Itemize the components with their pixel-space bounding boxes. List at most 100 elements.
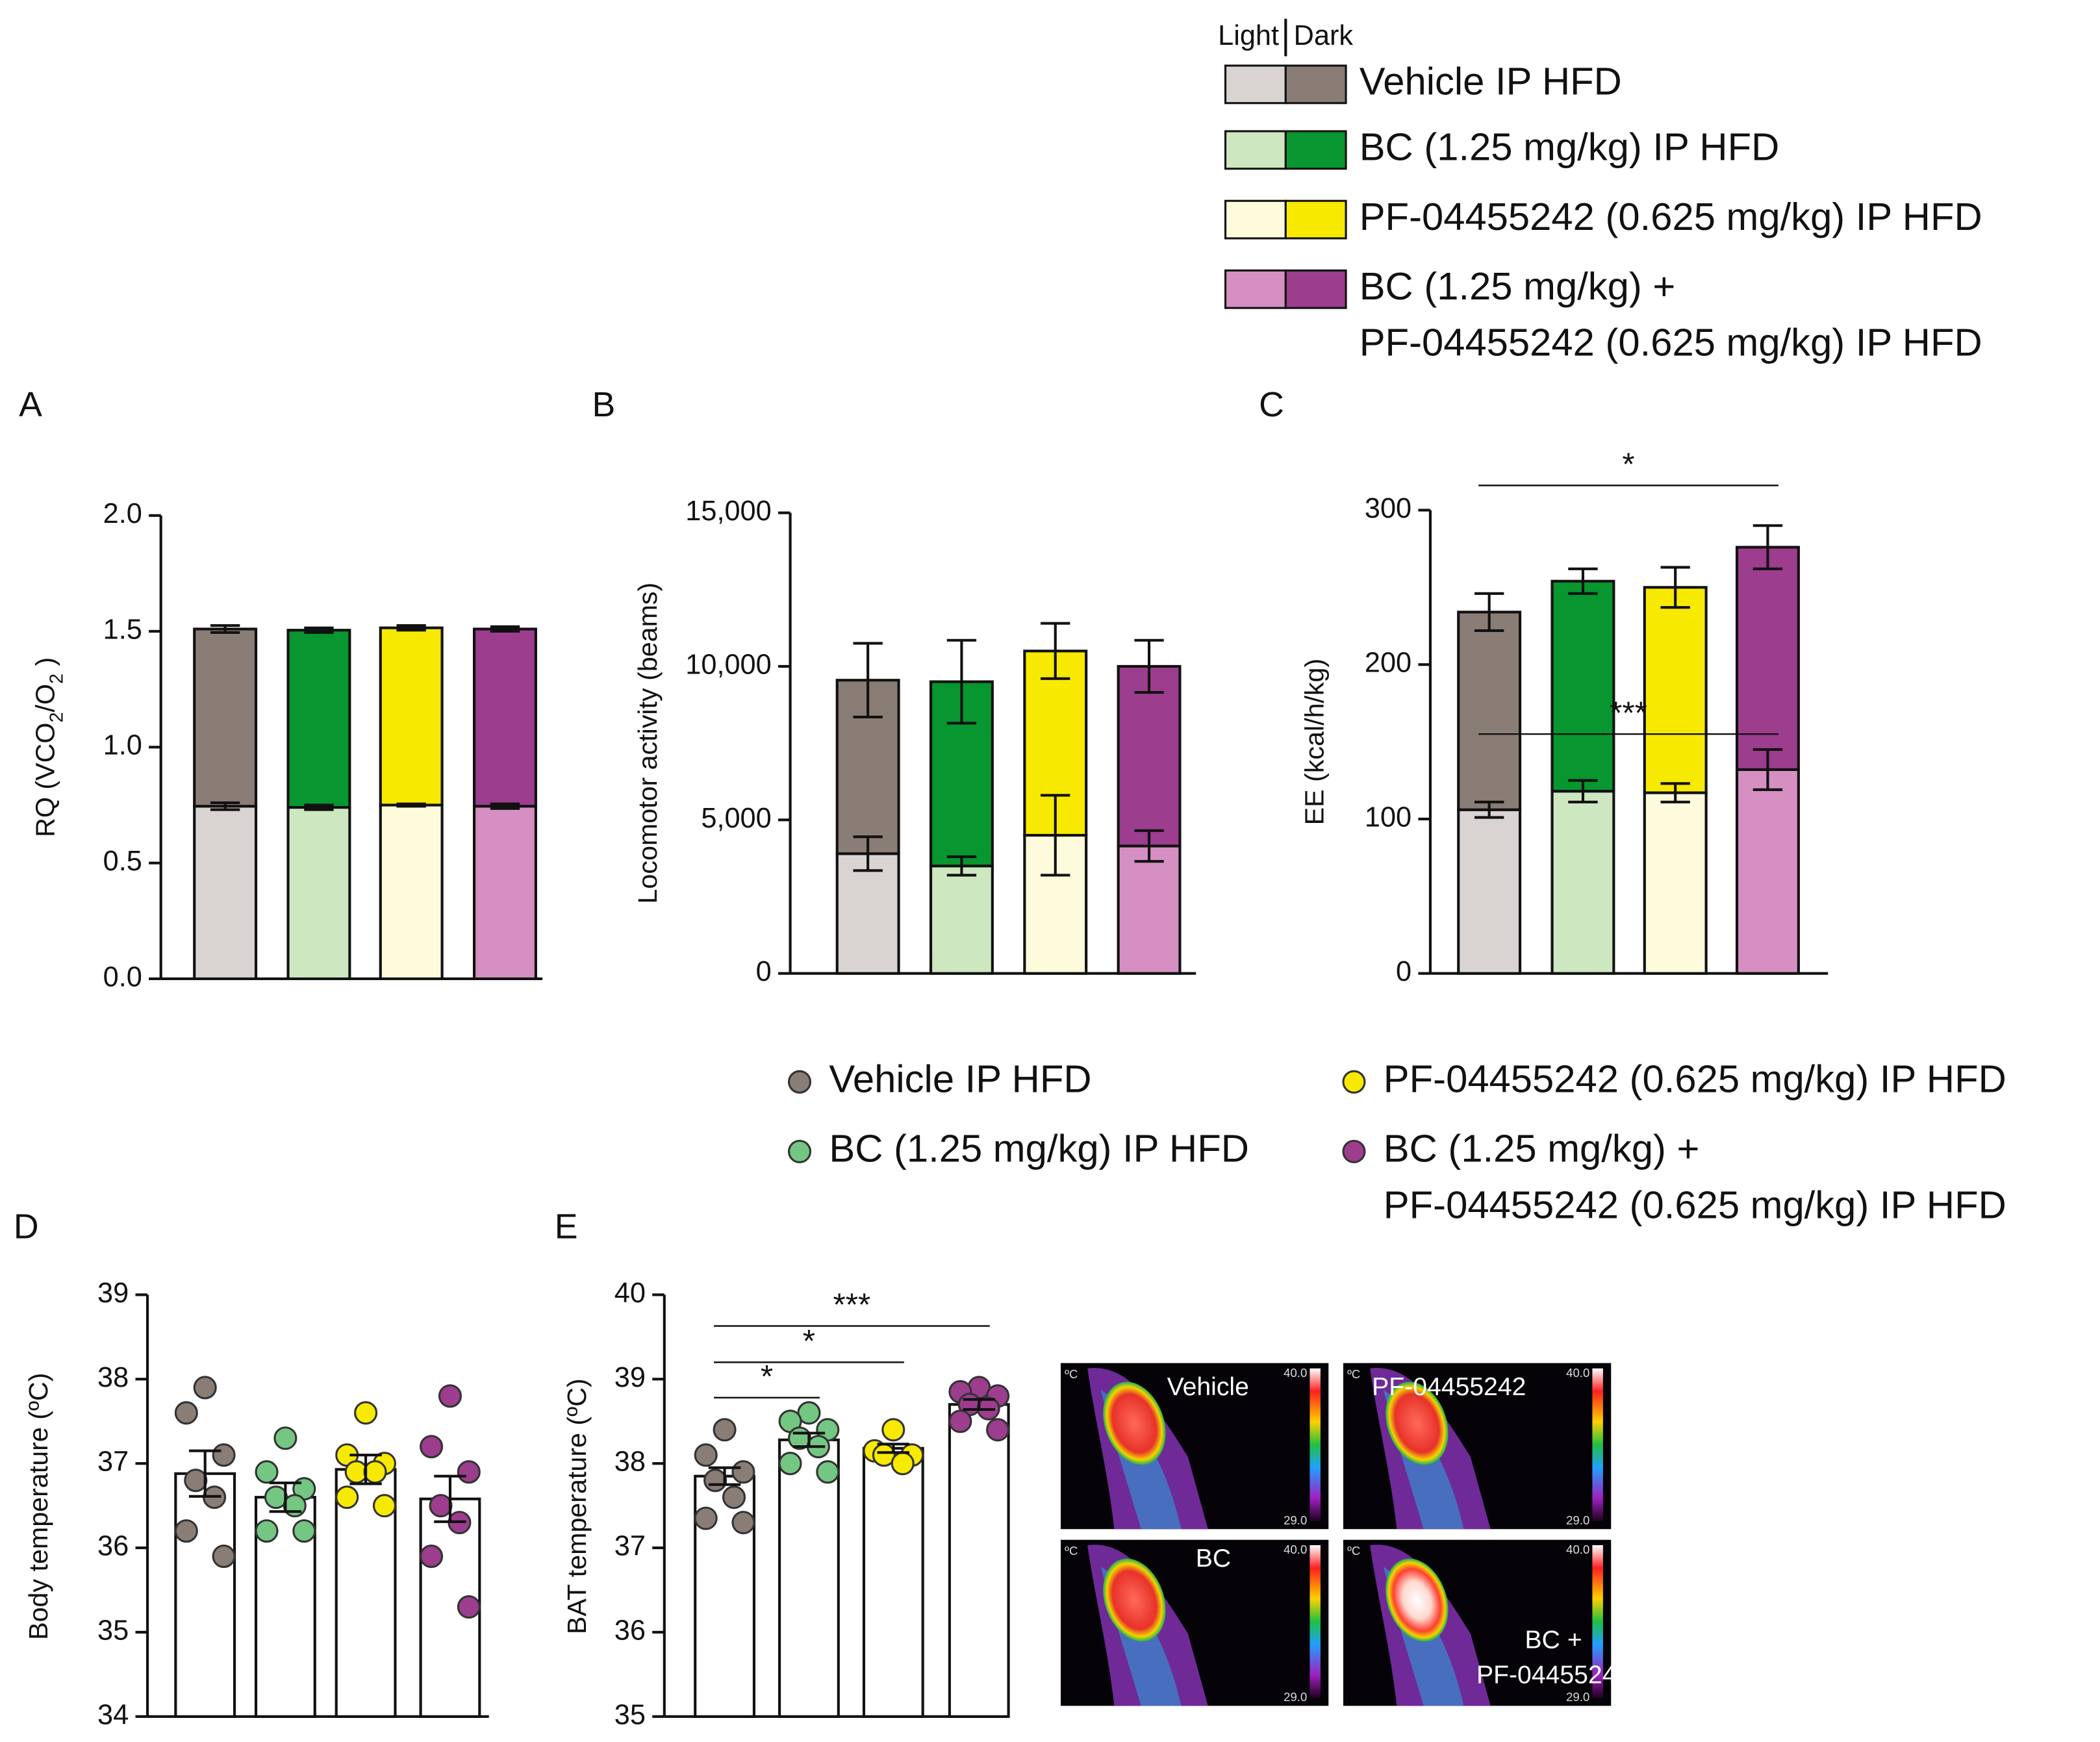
significance-label: *** — [833, 1287, 871, 1323]
data-point — [283, 1494, 307, 1518]
significance-label: *** — [1610, 695, 1647, 731]
panel-letter: C — [1259, 385, 1284, 424]
legend-dot — [787, 1139, 812, 1163]
y-axis-label: BAT temperature (ºC) — [562, 1378, 592, 1634]
legend-label: Vehicle IP HFD — [829, 1057, 1091, 1100]
legend-dot — [1342, 1139, 1366, 1163]
legend-label: PF-04455242 (0.625 mg/kg) IP HFD — [1360, 321, 1982, 364]
y-tick-label: 37 — [614, 1531, 646, 1562]
y-tick-label: 37 — [97, 1446, 129, 1478]
data-point — [420, 1545, 444, 1569]
y-tick-label: 15,000 — [685, 496, 771, 527]
color-scale — [1309, 1545, 1321, 1698]
data-point — [694, 1443, 718, 1467]
y-tick-label: 2.0 — [103, 498, 142, 529]
scale-unit: ºC — [1065, 1367, 1078, 1381]
bar-light — [1735, 768, 1800, 975]
thermal-hotspot — [1103, 1558, 1166, 1642]
scale-unit: ºC — [1347, 1544, 1360, 1558]
y-axis-label: RQ (VCO2/O2 ) — [30, 657, 67, 837]
legend-label: PF-04455242 (0.625 mg/kg) IP HFD — [1360, 195, 1982, 238]
legend-swatch — [1284, 130, 1347, 170]
scale-max: 40.0 — [1284, 1543, 1307, 1556]
image-label: BC — [1196, 1545, 1231, 1572]
bar-light — [1643, 791, 1708, 975]
data-point — [174, 1519, 198, 1543]
bar-dark — [472, 627, 537, 808]
bar-dark — [286, 629, 351, 809]
y-axis-label-part: 2 — [46, 712, 67, 722]
bar-dark — [1735, 546, 1800, 771]
data-point — [722, 1485, 746, 1509]
thermal-hotspot — [1385, 1558, 1448, 1642]
data-point — [420, 1435, 444, 1459]
data-point — [694, 1506, 718, 1530]
data-point — [948, 1409, 972, 1433]
data-point — [212, 1545, 236, 1569]
bar-light — [1550, 790, 1615, 975]
legend-label: BC (1.25 mg/kg) + — [1360, 264, 1676, 308]
data-point — [372, 1494, 396, 1518]
data-point — [816, 1460, 840, 1484]
y-axis-label-part: Body temperature (ºC) — [23, 1372, 53, 1639]
y-axis-label-part: /O — [30, 684, 60, 713]
y-tick-label: 36 — [614, 1615, 646, 1646]
legend-swatch — [1224, 199, 1287, 240]
y-axis-label-part: RQ (VCO — [30, 723, 60, 837]
y-tick-label: 0.5 — [103, 846, 142, 877]
y-tick-label: 34 — [97, 1699, 129, 1730]
y-tick-label: 10,000 — [685, 649, 771, 680]
color-scale — [1309, 1368, 1321, 1521]
scale-min: 29.0 — [1566, 1690, 1589, 1704]
legend-swatch — [1284, 199, 1347, 240]
panel-letter: A — [19, 385, 42, 424]
panel-letter: E — [555, 1207, 578, 1246]
image-label: PF-04455242 — [1372, 1373, 1526, 1401]
scale-min: 29.0 — [1284, 1513, 1307, 1527]
bar-light — [1457, 808, 1522, 975]
image-label: PF-04455242 — [1476, 1661, 1630, 1689]
y-tick-label: 200 — [1365, 648, 1411, 679]
data-point — [881, 1418, 905, 1442]
y-axis-label-part: Locomotor activity (beams) — [633, 583, 663, 904]
legend-header: Light — [1218, 20, 1279, 51]
legend-header: Dark — [1294, 20, 1354, 51]
y-tick-label: 5,000 — [701, 803, 771, 834]
data-point — [255, 1460, 279, 1484]
image-label: BC + — [1525, 1626, 1582, 1654]
y-axis-label-part: EE (kcal/h/kg) — [1300, 659, 1330, 826]
y-tick-label: 39 — [614, 1362, 646, 1393]
bar-dark — [1643, 586, 1708, 794]
y-tick-label: 100 — [1365, 802, 1411, 833]
scale-max: 40.0 — [1284, 1366, 1307, 1380]
color-scale — [1592, 1368, 1603, 1521]
y-axis-label-part: 2 — [46, 674, 67, 684]
data-point — [778, 1452, 802, 1476]
y-tick-label: 40 — [614, 1278, 646, 1309]
bar-light — [193, 805, 258, 981]
y-axis-label: Body temperature (ºC) — [23, 1372, 53, 1639]
data-point — [891, 1452, 915, 1476]
data-point — [438, 1384, 462, 1408]
bar — [948, 1403, 1010, 1718]
legend-swatch — [1224, 64, 1287, 105]
bar-dark — [193, 627, 258, 808]
significance-label: * — [803, 1324, 815, 1359]
bar — [778, 1438, 840, 1718]
legend-label: BC (1.25 mg/kg) + — [1384, 1127, 1700, 1170]
data-point — [731, 1511, 755, 1535]
bar-light — [835, 852, 900, 975]
data-point — [731, 1460, 755, 1484]
bar-light — [929, 865, 994, 975]
data-point — [174, 1401, 198, 1425]
significance-label: * — [1622, 447, 1634, 483]
y-tick-label: 35 — [614, 1699, 646, 1730]
data-point — [255, 1519, 279, 1543]
legend-swatch — [1284, 64, 1347, 105]
y-axis-label-part: ) — [30, 657, 60, 674]
data-point — [363, 1460, 387, 1484]
data-point — [212, 1443, 236, 1467]
legend-label: Vehicle IP HFD — [1360, 60, 1622, 103]
scale-max: 40.0 — [1566, 1543, 1589, 1556]
